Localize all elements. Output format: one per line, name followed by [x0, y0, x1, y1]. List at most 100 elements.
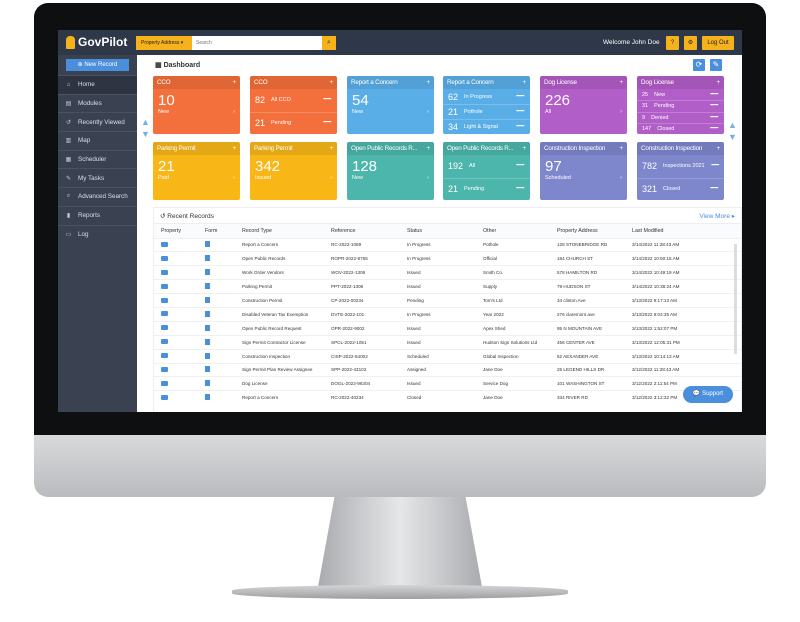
dashboard-tile[interactable]: Open Public Records R... +128 New ›	[347, 142, 434, 200]
plus-icon[interactable]: +	[522, 145, 527, 152]
chevron-right-icon[interactable]: ›	[233, 109, 235, 115]
form-document-icon[interactable]	[205, 352, 210, 359]
chevron-up-icon-left[interactable]: ▲	[141, 117, 150, 127]
table-row[interactable]: Dog License DOGL-2022-96304 Issued Service …	[154, 376, 741, 391]
sidebar-item-modules[interactable]: ▤ Modules	[58, 93, 137, 113]
logout-button[interactable]: Log Out	[702, 36, 734, 50]
column-header[interactable]: Property Address	[550, 224, 625, 238]
form-document-icon[interactable]	[205, 324, 210, 331]
minus-icon[interactable]: −	[515, 180, 525, 198]
dashboard-tile[interactable]: Report a Concern +54 New ›	[347, 76, 434, 134]
form-document-icon[interactable]	[205, 310, 210, 317]
column-header[interactable]: Form	[198, 224, 235, 238]
dashboard-tile[interactable]: Open Public Records R... +192 All − 21 Pendin…	[443, 142, 530, 200]
plus-icon[interactable]: +	[716, 145, 721, 152]
chevron-up-icon-right[interactable]: ▲	[728, 120, 737, 130]
sidebar-item-log[interactable]: ▭ Log	[58, 224, 137, 244]
tile-row[interactable]: 147 Closed −	[637, 119, 724, 134]
chevron-right-icon[interactable]: ›	[427, 175, 429, 181]
tile-row[interactable]: 31 Pending −	[637, 97, 724, 114]
property-card-icon[interactable]	[161, 283, 168, 289]
minus-icon[interactable]: −	[709, 180, 719, 198]
property-card-icon[interactable]	[161, 269, 168, 275]
column-header[interactable]: Reference	[324, 224, 400, 238]
tile-row[interactable]: 9 Denied −	[637, 109, 724, 126]
plus-icon[interactable]: +	[329, 145, 334, 152]
help-button[interactable]: ?	[666, 36, 679, 50]
dashboard-tile[interactable]: Dog License +25 New − 31 Pending − 9 Denied − 147 C…	[637, 76, 724, 134]
form-document-icon[interactable]	[205, 269, 210, 276]
table-row[interactable]: Work Order Vendors WOV-2022-1306 Issued Smi…	[154, 265, 741, 280]
minus-icon[interactable]: −	[515, 103, 525, 120]
property-card-icon[interactable]	[161, 325, 168, 331]
form-document-icon[interactable]	[205, 283, 210, 290]
new-record-button[interactable]: ⊕ New Record	[66, 59, 129, 71]
search-button[interactable]: ⌕	[322, 36, 336, 50]
tile-row[interactable]: 21 Pothole −	[443, 103, 530, 120]
table-row[interactable]: Disabled Veteran Tax Exemption DVTE-2022-…	[154, 306, 741, 322]
plus-icon[interactable]: +	[329, 79, 334, 86]
form-document-icon[interactable]	[205, 380, 210, 387]
form-document-icon[interactable]	[205, 297, 210, 303]
column-header[interactable]: Last Modified	[625, 224, 741, 238]
dashboard-tile[interactable]: Report a Concern +62 In Progress − 21 Pothole…	[443, 76, 530, 134]
chevron-down-icon-right[interactable]: ▼	[728, 132, 737, 142]
dashboard-tile[interactable]: Parking Permit +342 Issued ›	[250, 142, 337, 200]
minus-icon[interactable]: −	[322, 91, 332, 109]
form-document-icon[interactable]	[205, 366, 210, 373]
sidebar-item-advanced-search[interactable]: ⌕ Advanced Search	[58, 187, 137, 206]
sidebar-item-home[interactable]: ⌂ Home	[58, 75, 137, 94]
chevron-right-icon[interactable]: ›	[233, 175, 235, 181]
form-document-icon[interactable]	[205, 394, 210, 401]
refresh-button[interactable]: ⟳	[693, 59, 705, 71]
form-document-icon[interactable]	[205, 338, 210, 345]
tile-row[interactable]: 21 Pending −	[443, 177, 530, 201]
scrollbar[interactable]	[734, 244, 737, 354]
table-row[interactable]: Construction Permit CP-2022-00234 Pending T…	[154, 293, 741, 308]
edit-button[interactable]: ✎	[710, 59, 722, 71]
plus-icon[interactable]: +	[619, 145, 624, 152]
tile-row[interactable]: 21 Pending −	[250, 111, 337, 135]
minus-icon[interactable]: −	[515, 87, 525, 105]
sidebar-item-map[interactable]: ▥ Map	[58, 131, 137, 150]
plus-icon[interactable]: +	[232, 79, 237, 86]
table-row[interactable]: Report a Concern RC-2022-1089 In Progress P…	[154, 237, 741, 252]
view-more-link[interactable]: View More ▸	[699, 213, 735, 220]
minus-icon[interactable]: −	[515, 118, 525, 134]
dashboard-tile[interactable]: Dog License +226 All ›	[540, 76, 627, 134]
dashboard-tile[interactable]: CCO +82 All CCO − 21 Pending −	[250, 76, 337, 134]
plus-icon[interactable]: +	[426, 145, 431, 152]
chevron-right-icon[interactable]: ›	[620, 109, 622, 115]
dashboard-tile[interactable]: Construction Inspection +97 Scheduled ›	[540, 142, 627, 200]
minus-icon[interactable]: −	[709, 97, 719, 115]
table-row[interactable]: Parking Permit PPT-2022-1306 Issued Supply 7…	[154, 279, 741, 294]
minus-icon[interactable]: −	[709, 85, 719, 103]
tile-row[interactable]: 34 Light & Signal −	[443, 118, 530, 134]
plus-icon[interactable]: +	[619, 79, 624, 86]
search-scope-select[interactable]: Property Address ▾	[136, 36, 192, 50]
form-document-icon[interactable]	[205, 255, 210, 262]
tile-row[interactable]: 82 All CCO −	[250, 89, 337, 112]
property-card-icon[interactable]	[161, 353, 168, 359]
column-header[interactable]: Other	[476, 224, 550, 238]
minus-icon[interactable]: −	[322, 114, 332, 132]
chevron-right-icon[interactable]: ›	[620, 175, 622, 181]
plus-icon[interactable]: +	[522, 79, 527, 86]
dashboard-tile[interactable]: Parking Permit +21 Paid ›	[153, 142, 240, 200]
support-button[interactable]: 💬 Support	[683, 386, 733, 403]
property-card-icon[interactable]	[161, 366, 168, 372]
property-card-icon[interactable]	[161, 241, 168, 247]
tile-row[interactable]: 62 In Progress −	[443, 87, 530, 105]
property-card-icon[interactable]	[161, 394, 168, 400]
table-row[interactable]: Construction Inspection CISP-2022-54002 Sc…	[154, 348, 741, 364]
column-header[interactable]: Property	[154, 224, 198, 238]
settings-button[interactable]: ⚙	[684, 36, 697, 50]
minus-icon[interactable]: −	[709, 119, 719, 134]
sidebar-item-my-tasks[interactable]: ✎ My Tasks	[58, 168, 137, 187]
plus-icon[interactable]: +	[716, 79, 721, 86]
logo[interactable]: GovPilot	[66, 35, 127, 49]
table-row[interactable]: Open Public Records ROPR-2022-8765 In Prog…	[154, 251, 741, 266]
minus-icon[interactable]: −	[515, 157, 525, 175]
property-card-icon[interactable]	[161, 311, 168, 317]
plus-icon[interactable]: +	[232, 145, 237, 152]
